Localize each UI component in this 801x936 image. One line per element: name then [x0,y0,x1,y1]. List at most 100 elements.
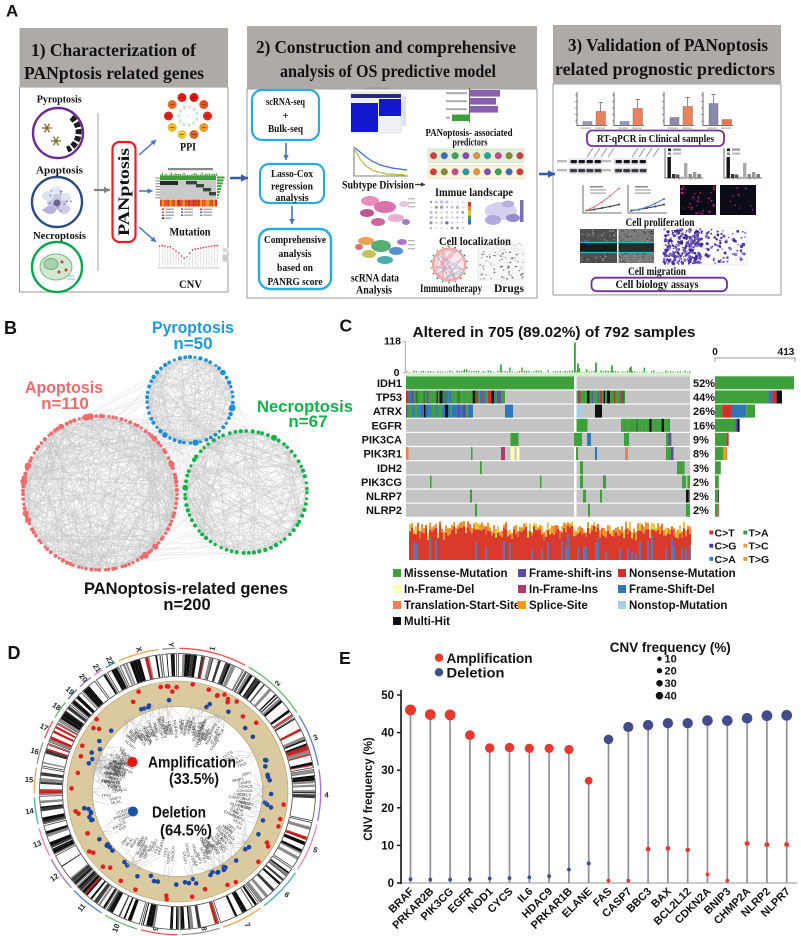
svg-text:PANRG score: PANRG score [268,276,323,288]
svg-text:CDKN2A: CDKN2A [237,788,254,793]
svg-text:CASP8: CASP8 [161,724,169,739]
svg-text:Nonstop-Mutation: Nonstop-Mutation [629,600,727,612]
svg-text:CHMP2A: CHMP2A [228,794,245,801]
svg-text:PIK3CG: PIK3CG [104,778,119,785]
svg-text:BNIP3: BNIP3 [174,726,179,738]
svg-text:PIK3CG: PIK3CG [236,799,251,807]
svg-text:52%: 52% [693,378,715,390]
svg-text:30: 30 [381,765,394,777]
svg-text:PIK3CA: PIK3CA [362,434,402,446]
svg-text:Deletion: Deletion [152,805,206,822]
svg-text:analysis: analysis [279,248,313,260]
svg-text:IL6: IL6 [119,745,127,753]
svg-text:CYCS: CYCS [222,749,234,760]
svg-text:BAX: BAX [235,757,245,765]
svg-text:EGFR: EGFR [200,728,210,740]
svg-text:17: 17 [38,721,49,733]
svg-text:regression: regression [271,181,313,193]
svg-text:21: 21 [91,662,103,674]
svg-text:PIK3R1: PIK3R1 [363,449,402,461]
svg-text:MLKL: MLKL [111,798,123,805]
svg-text:NLRP2: NLRP2 [112,759,127,769]
svg-text:CYCS: CYCS [109,762,121,771]
svg-text:CASP7: CASP7 [149,838,159,853]
svg-text:ATRX: ATRX [373,406,403,418]
svg-text:3: 3 [312,732,319,742]
svg-text:413: 413 [778,347,795,358]
svg-text:NLRP7: NLRP7 [157,717,165,731]
svg-text:NOD1: NOD1 [112,758,125,768]
svg-text:D: D [8,643,21,663]
svg-text:BNIP3: BNIP3 [232,776,245,783]
svg-text:EGFR: EGFR [139,835,149,847]
svg-text:CDKN2A: CDKN2A [196,720,207,737]
svg-text:NOD1: NOD1 [179,718,185,730]
svg-text:ZBP1: ZBP1 [113,771,125,778]
svg-text:Subtype Division: Subtype Division [342,178,414,192]
svg-text:Cell biology assays: Cell biology assays [616,279,699,291]
svg-text:BBC3: BBC3 [114,770,126,778]
svg-text:TP53: TP53 [101,792,112,798]
svg-text:ELANE: ELANE [204,836,215,850]
svg-text:FAS: FAS [114,760,123,768]
svg-text:analysis: analysis [276,192,310,204]
svg-text:8: 8 [199,926,209,932]
svg-text:NLRP2: NLRP2 [230,801,244,809]
svg-text:PIK3CG: PIK3CG [114,752,129,764]
svg-text:BRAF: BRAF [136,834,147,846]
svg-text:BAX: BAX [152,725,160,735]
svg-text:NLRP2: NLRP2 [231,813,246,823]
svg-text:BRAF: BRAF [199,718,208,730]
svg-text:1) Characterization of: 1) Characterization of [31,40,196,60]
svg-text:Nonsense-Mutation: Nonsense-Mutation [629,568,736,580]
svg-text:HDAC9: HDAC9 [104,770,119,778]
svg-text:CASP8: CASP8 [137,729,149,743]
svg-text:10: 10 [110,922,122,933]
svg-text:ELANE: ELANE [231,805,245,814]
svg-text:n=67: n=67 [288,412,327,431]
svg-text:n=200: n=200 [163,596,210,614]
svg-text:PIK3CG: PIK3CG [105,780,120,787]
svg-text:CDKN2A: CDKN2A [116,805,133,816]
svg-text:ZBP1: ZBP1 [112,788,123,793]
svg-text:EGFR: EGFR [128,730,139,742]
svg-text:C: C [340,316,353,336]
svg-text:HDAC9: HDAC9 [119,758,134,769]
svg-text:In-Frame-Del: In-Frame-Del [404,584,474,596]
svg-text:IDH1: IDH1 [377,378,402,390]
svg-text:scRNA data: scRNA data [351,273,399,285]
svg-text:FAS: FAS [153,845,160,854]
svg-text:BBC3: BBC3 [165,724,172,736]
svg-text:analysis of OS predictive mode: analysis of OS predictive model [280,61,496,81]
svg-text:CYCS: CYCS [143,734,153,746]
svg-text:CASP7: CASP7 [108,784,122,790]
svg-text:16: 16 [29,746,40,757]
svg-text:BAX: BAX [140,733,149,743]
svg-text:NOD1: NOD1 [222,753,235,764]
svg-text:Amplification: Amplification [447,651,533,666]
svg-text:BAX: BAX [172,720,177,729]
svg-text:MLKL: MLKL [124,836,135,848]
svg-text:PRKAR1B: PRKAR1B [160,715,169,735]
svg-text:2: 2 [273,679,282,688]
svg-text:MLKL: MLKL [205,844,215,856]
svg-text:44%: 44% [693,392,715,404]
svg-text:CASP7: CASP7 [197,728,207,743]
svg-text:ZBP1: ZBP1 [120,835,131,846]
svg-text:PIK3CG: PIK3CG [170,846,176,861]
svg-text:Translation-Start-Site: Translation-Start-Site [404,600,520,612]
svg-text:HDAC9: HDAC9 [186,720,194,735]
svg-text:40: 40 [381,728,394,740]
svg-text:CHMP2A: CHMP2A [198,837,210,855]
svg-text:BNIP3: BNIP3 [113,763,126,772]
svg-text:Apoptosis: Apoptosis [36,165,84,177]
svg-text:ZBP1: ZBP1 [190,855,197,867]
svg-text:T>C: T>C [749,541,770,553]
svg-text:IL6: IL6 [164,725,170,732]
svg-text:2) Construction and comprehen: 2) Construction and comprehensive [256,37,516,57]
svg-text:118: 118 [384,336,401,348]
svg-text:Frame-shift-ins: Frame-shift-ins [529,568,612,580]
svg-text:BAX: BAX [103,771,112,778]
svg-text:19: 19 [64,684,76,696]
svg-text:ZBP1: ZBP1 [241,770,253,777]
